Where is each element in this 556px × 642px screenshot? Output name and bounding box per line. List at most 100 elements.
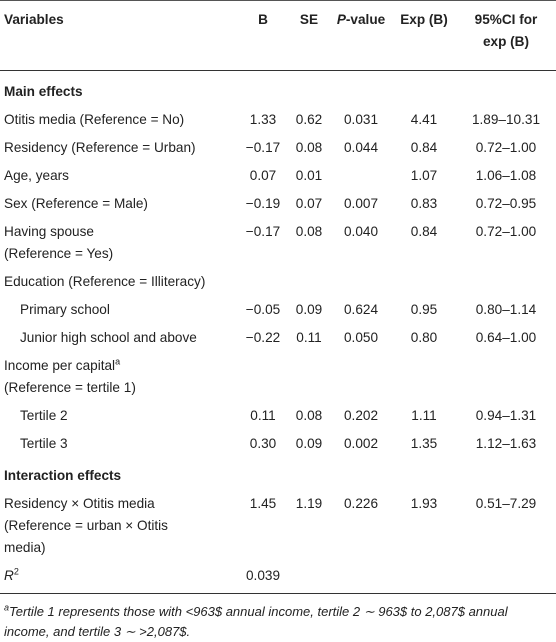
row-exp: 0.80 — [410, 330, 438, 345]
row-se: 0.08 — [295, 408, 323, 423]
row-p: 0.007 — [343, 196, 379, 211]
row-se: 0.08 — [295, 140, 323, 155]
section-row-interaction: Interaction effects — [0, 457, 556, 489]
row-se: 0.09 — [295, 302, 323, 317]
table-header-row: Variables B SE P-value Exp (B) 95%CI for… — [0, 0, 556, 71]
row-p: 0.202 — [343, 408, 379, 423]
row-exp: 0.95 — [410, 302, 438, 317]
row-b: 0.039 — [238, 561, 288, 594]
row-ci: 0.80–1.14 — [475, 302, 537, 317]
row-variable: Otitis media (Reference = No) — [4, 112, 185, 127]
row-ci: 1.06–1.08 — [475, 168, 537, 183]
table-row: Age, years 0.07 0.01 1.07 1.06–1.08 — [0, 161, 556, 189]
row-p: 0.002 — [343, 436, 379, 451]
row-ci: 0.72–1.00 — [475, 224, 537, 239]
row-p: 0.226 — [343, 496, 379, 511]
header-p-italic: P — [336, 12, 346, 27]
row-ci: 0.51–7.29 — [475, 496, 537, 511]
header-b: B — [238, 0, 288, 71]
row-se: 0.09 — [295, 436, 323, 451]
row-variable: Residency × Otitis media (Reference = urb… — [0, 489, 238, 561]
header-variables: Variables — [0, 0, 238, 71]
table-row: Junior high school and above −0.22 0.11 … — [0, 323, 556, 351]
row-exp: 1.11 — [411, 408, 437, 423]
row-p: 0.040 — [343, 224, 379, 239]
row-variable-line2: (Reference = tertile 1) — [4, 380, 136, 395]
row-exp: 0.84 — [410, 140, 438, 155]
table-row: Tertile 3 0.30 0.09 0.002 1.35 1.12–1.63 — [0, 429, 556, 457]
row-se: 1.19 — [295, 496, 323, 511]
section-main-effects: Main effects — [4, 84, 83, 99]
row-p: 0.624 — [343, 302, 379, 317]
row-b: −0.22 — [245, 330, 281, 345]
row-b: −0.17 — [245, 224, 281, 239]
r-squared-superscript: 2 — [13, 566, 19, 577]
table-row: Tertile 2 0.11 0.08 0.202 1.11 0.94–1.31 — [0, 401, 556, 429]
header-ci-line1: 95%CI for — [474, 12, 538, 27]
row-b: 1.45 — [249, 496, 277, 511]
row-ci: 0.72–1.00 — [475, 140, 537, 155]
table-row: Residency (Reference = Urban) −0.17 0.08… — [0, 133, 556, 161]
row-variable-line3: media) — [4, 540, 46, 555]
row-b: 0.07 — [249, 168, 277, 183]
row-variable: Residency (Reference = Urban) — [4, 140, 196, 155]
row-exp: 1.07 — [410, 168, 438, 183]
row-variable: Having spouse (Reference = Yes) — [0, 217, 238, 267]
header-exp-b: Exp (B) — [392, 0, 456, 71]
row-variable: Age, years — [4, 168, 69, 183]
row-exp: 1.35 — [410, 436, 438, 451]
row-variable-line2: (Reference = Yes) — [4, 246, 114, 261]
row-variable-line1: Residency × Otitis media — [4, 496, 155, 511]
regression-table: Variables B SE P-value Exp (B) 95%CI for… — [0, 0, 556, 594]
header-ci: 95%CI for exp (B) — [456, 0, 556, 71]
row-b: −0.19 — [245, 196, 281, 211]
table-footnote: aTertile 1 represents those with <963$ a… — [0, 594, 556, 642]
row-ci: 0.72–0.95 — [475, 196, 537, 211]
table-row: Primary school −0.05 0.09 0.624 0.95 0.8… — [0, 295, 556, 323]
row-ci: 1.89–10.31 — [471, 112, 541, 127]
row-p: 0.044 — [343, 140, 379, 155]
table-row: Otitis media (Reference = No) 1.33 0.62 … — [0, 105, 556, 133]
section-row-main: Main effects — [0, 71, 556, 106]
footnote-text: Tertile 1 represents those with <963$ an… — [4, 604, 508, 639]
table-row: Having spouse (Reference = Yes) −0.17 0.0… — [0, 217, 556, 267]
row-variable-group: Income per capitala (Reference = tertile … — [0, 351, 556, 401]
row-p: 0.050 — [343, 330, 379, 345]
row-p: 0.031 — [343, 112, 379, 127]
row-variable: Tertile 2 — [20, 408, 68, 423]
section-interaction-effects: Interaction effects — [4, 468, 122, 483]
header-se: SE — [288, 0, 330, 71]
row-se: 0.62 — [295, 112, 323, 127]
table-row: Residency × Otitis media (Reference = urb… — [0, 489, 556, 561]
footnote-marker: a — [115, 356, 121, 367]
header-p-value: P-value — [330, 0, 392, 71]
row-exp: 4.41 — [410, 112, 438, 127]
row-se: 0.07 — [295, 196, 323, 211]
row-se: 0.11 — [296, 330, 322, 345]
row-variable-line2: (Reference = urban × Otitis — [4, 518, 168, 533]
row-ci: 0.94–1.31 — [475, 408, 537, 423]
row-variable: Primary school — [20, 302, 110, 317]
row-b: 0.11 — [250, 408, 276, 423]
row-se: 0.01 — [295, 168, 323, 183]
row-exp: 0.84 — [410, 224, 438, 239]
row-variable-r2: R2 — [0, 561, 238, 594]
row-variable-group: Education (Reference = Illiteracy) — [4, 274, 206, 289]
row-ci: 1.12–1.63 — [475, 436, 537, 451]
table-row: Sex (Reference = Male) −0.19 0.07 0.007 … — [0, 189, 556, 217]
row-b: −0.05 — [245, 302, 281, 317]
table-row: R2 0.039 — [0, 561, 556, 594]
row-exp: 0.83 — [410, 196, 438, 211]
table-row: Education (Reference = Illiteracy) — [0, 267, 556, 295]
row-se: 0.08 — [295, 224, 323, 239]
row-exp: 1.93 — [410, 496, 438, 511]
row-variable: Tertile 3 — [20, 436, 68, 451]
r-squared-label: R — [4, 568, 14, 583]
footnote-marker: a — [4, 602, 10, 613]
table-row: Income per capitala (Reference = tertile … — [0, 351, 556, 401]
row-ci: 0.64–1.00 — [475, 330, 537, 345]
row-p — [330, 161, 392, 189]
row-b: −0.17 — [245, 140, 281, 155]
row-variable-line1: Income per capital — [4, 358, 116, 373]
